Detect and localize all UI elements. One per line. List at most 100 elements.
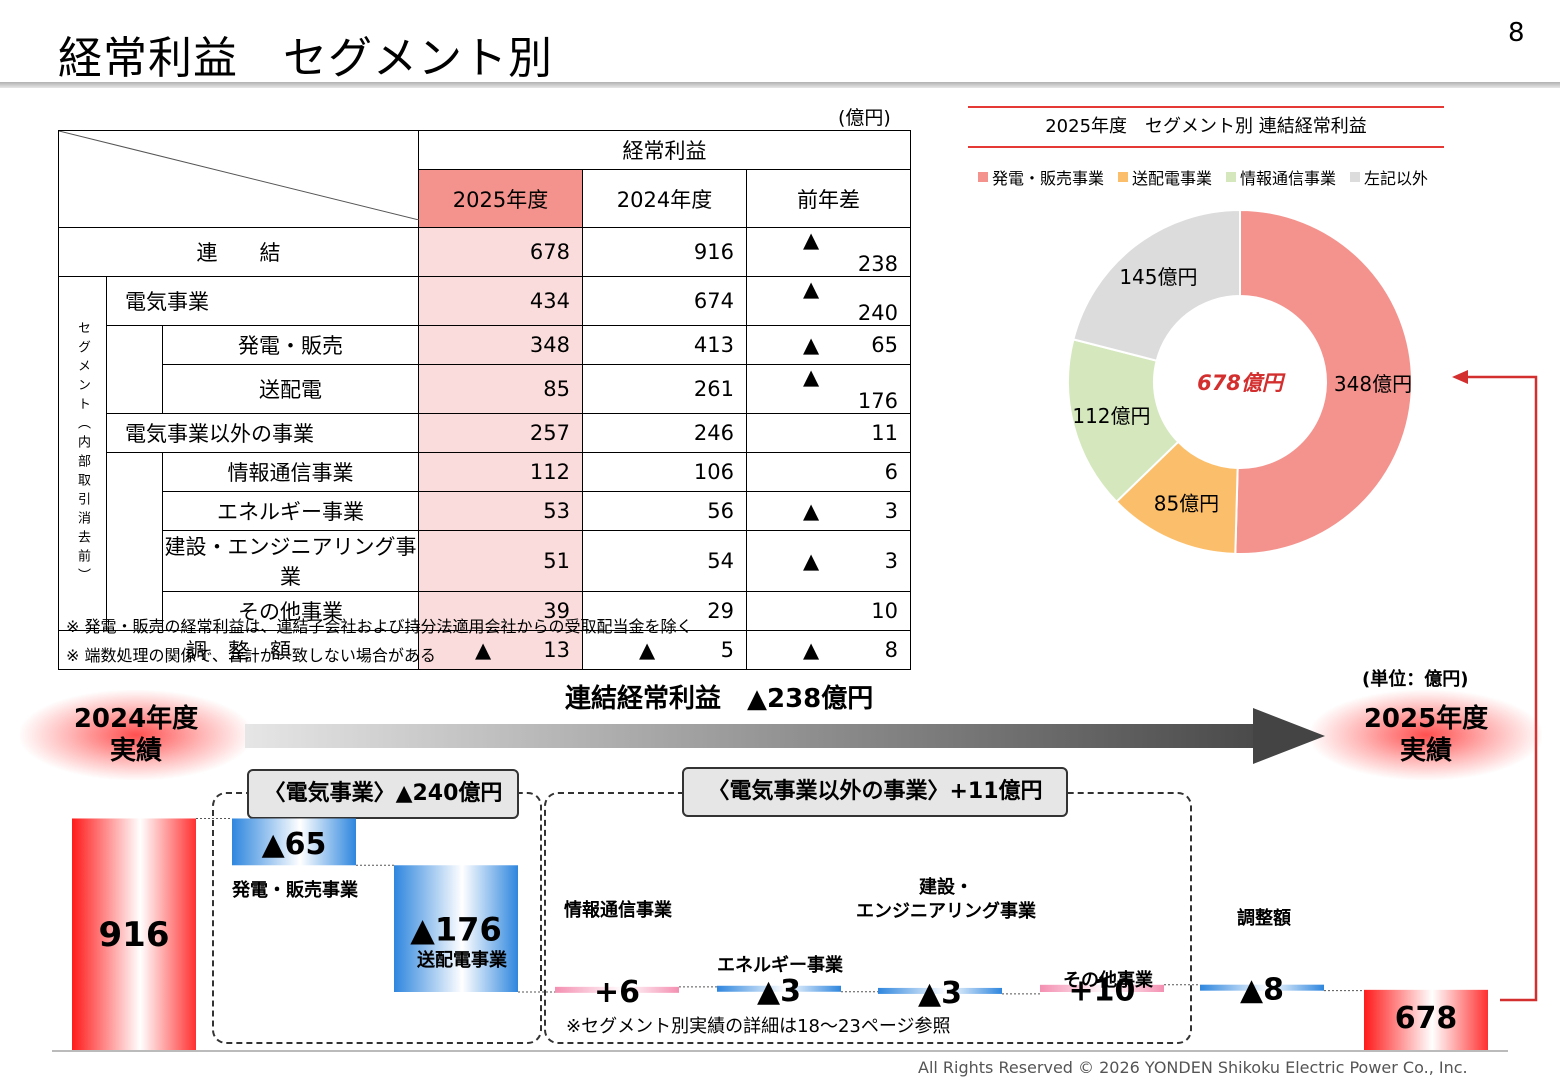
slice-label: 145億円: [1119, 265, 1197, 289]
diff-value: 11: [871, 421, 898, 445]
cell-2024: 261: [582, 364, 747, 414]
cell-2024: 106: [582, 452, 747, 492]
waterfall-value-label: 916: [99, 915, 170, 955]
bridge-title: 連結経常利益 ▲238億円: [565, 684, 874, 714]
slice-label: 112億円: [1072, 404, 1150, 428]
step-label-other: その他事業: [1063, 970, 1153, 991]
cell-2025: 257: [418, 413, 583, 453]
waterfall-bar: [555, 986, 679, 993]
step-label-adjustment: 調整額: [1237, 908, 1291, 929]
row-label: エネルギー事業: [162, 491, 419, 531]
cell-diff: ▲ 240: [746, 276, 911, 326]
cell-2025: 678: [418, 227, 583, 277]
cell-2024: 54: [582, 530, 747, 592]
pie-title: 2025年度 セグメント別 連結経常利益: [968, 106, 1444, 148]
legend-label: 左記以外: [1364, 169, 1429, 188]
diff-mark: ▲: [803, 638, 820, 662]
page-title: 経常利益 セグメント別: [58, 33, 553, 84]
table-row: 建設・エンジニアリング事業 51 54 ▲ 3: [59, 530, 911, 592]
row-label: 送配電: [162, 364, 419, 414]
diff-mark: ▲: [803, 549, 820, 573]
legend-item: 左記以外: [1350, 165, 1428, 189]
diff-value: 176: [857, 389, 898, 413]
waterfall-bar: [72, 818, 196, 1050]
diff-mark: ▲: [803, 499, 820, 523]
indent-cell: [106, 452, 163, 631]
table-row: エネルギー事業 53 56 ▲ 3: [59, 491, 911, 531]
table-row: 調 整 額 ▲ 13 ▲ 5 ▲ 8: [58, 630, 911, 670]
waterfall-value-label: ▲176: [410, 911, 501, 949]
donut-chart: 348億円 85億円 112億円 145億円 678億円: [1067, 208, 1413, 555]
row-label: その他事業: [162, 591, 419, 631]
table-row: 電気事業以外の事業 257 246 11: [59, 413, 911, 453]
table-unit: (億円): [838, 107, 891, 129]
end-glow: [1310, 690, 1542, 780]
waterfall-value-label: +10: [1069, 973, 1136, 1008]
waterfall-bar: [232, 818, 356, 866]
note-1: ※ 発電・販売の経常利益は、連結子会社および持分法適用会社からの受取配当金を除く: [66, 617, 693, 636]
diff-mark: ▲: [803, 333, 820, 357]
v2025-value: 13: [543, 638, 570, 662]
group-label-non-electric: 〈電気事業以外の事業〉+11億円: [682, 767, 1068, 817]
cell-diff: 10: [746, 591, 911, 631]
row-label: 建設・エンジニアリング事業: [162, 530, 419, 592]
cell-2025: 112: [418, 452, 583, 492]
diff-value: 6: [884, 460, 898, 484]
v2024-value: 5: [720, 638, 734, 662]
cell-2024: 246: [582, 413, 747, 453]
diff-value: 8: [884, 638, 898, 662]
step-label-energy: エネルギー事業: [717, 955, 843, 976]
legend-swatch: [1118, 172, 1129, 182]
cell-2024: 29: [582, 591, 747, 631]
diagonal-line: [59, 131, 419, 220]
v2024-mark: ▲: [639, 638, 656, 662]
start-year-label: 2024年度 実績: [40, 703, 232, 767]
note-2: ※ 端数処理の関係で、合計が一致しない場合がある: [66, 646, 436, 665]
footer-divider: [52, 1050, 1508, 1052]
pie-legend: 発電・販売事業 送配電事業 情報通信事業 左記以外: [978, 165, 1428, 189]
table-notes: ※ 発電・販売の経常利益は、連結子会社および持分法適用会社からの受取配当金を除く…: [66, 612, 693, 670]
waterfall-bar: [394, 865, 518, 992]
trend-arrow-shaft: [245, 724, 1255, 748]
page-number: 8: [1508, 18, 1525, 48]
table-corner-cell: [58, 130, 419, 228]
header-2025: 2025年度: [418, 169, 583, 228]
waterfall-bar: [717, 985, 841, 992]
cell-2025: 85: [418, 364, 583, 414]
step-label-construction: 建設・ エンジニアリング事業: [848, 876, 1044, 924]
cell-2025: 434: [418, 276, 583, 326]
waterfall-value-label: ▲3: [757, 974, 801, 1009]
end-year: 2025年度: [1363, 704, 1489, 734]
return-arrow-icon: [1452, 370, 1538, 1002]
cell-diff: 6: [746, 452, 911, 492]
header-group: 経常利益: [418, 130, 911, 170]
donut-slice: [1072, 208, 1241, 362]
row-label: 電気事業以外の事業: [106, 413, 419, 453]
waterfall-bar: [1200, 984, 1324, 991]
segment-vertical-label: セグメント（内部取引消去前）: [75, 320, 90, 587]
reference-note: ※セグメント別実績の詳細は18～23ページ参照: [566, 1016, 951, 1037]
waterfall-bar: [1040, 984, 1164, 992]
indent-cell: [106, 325, 163, 414]
waterfall-value-label: ▲3: [918, 976, 962, 1011]
start-year: 2024年度: [73, 704, 199, 734]
bridge-unit: (単位：億円): [1362, 669, 1469, 690]
end-actual: 実績: [1399, 736, 1452, 766]
cell-2025: 53: [418, 491, 583, 531]
row-label: 情報通信事業: [162, 452, 419, 492]
cell-diff: ▲ 238: [746, 227, 911, 277]
cell-diff: ▲ 3: [746, 530, 911, 592]
diff-value: 240: [857, 301, 898, 325]
waterfall-value-label: +6: [594, 975, 640, 1010]
cell-diff: ▲ 65: [746, 325, 911, 365]
donut-slice: [1067, 338, 1180, 504]
cell-2024: ▲ 5: [582, 630, 747, 670]
header-2024: 2024年度: [582, 169, 747, 228]
legend-swatch: [978, 172, 988, 182]
step-label-construction-line2: エンジニアリング事業: [856, 901, 1036, 922]
slice-label: 85億円: [1154, 492, 1219, 516]
waterfall-bar: [1364, 989, 1488, 1050]
legend-item: 発電・販売事業: [978, 165, 1104, 189]
cell-diff: ▲ 176: [746, 364, 911, 414]
legend-label: 発電・販売事業: [992, 169, 1105, 188]
